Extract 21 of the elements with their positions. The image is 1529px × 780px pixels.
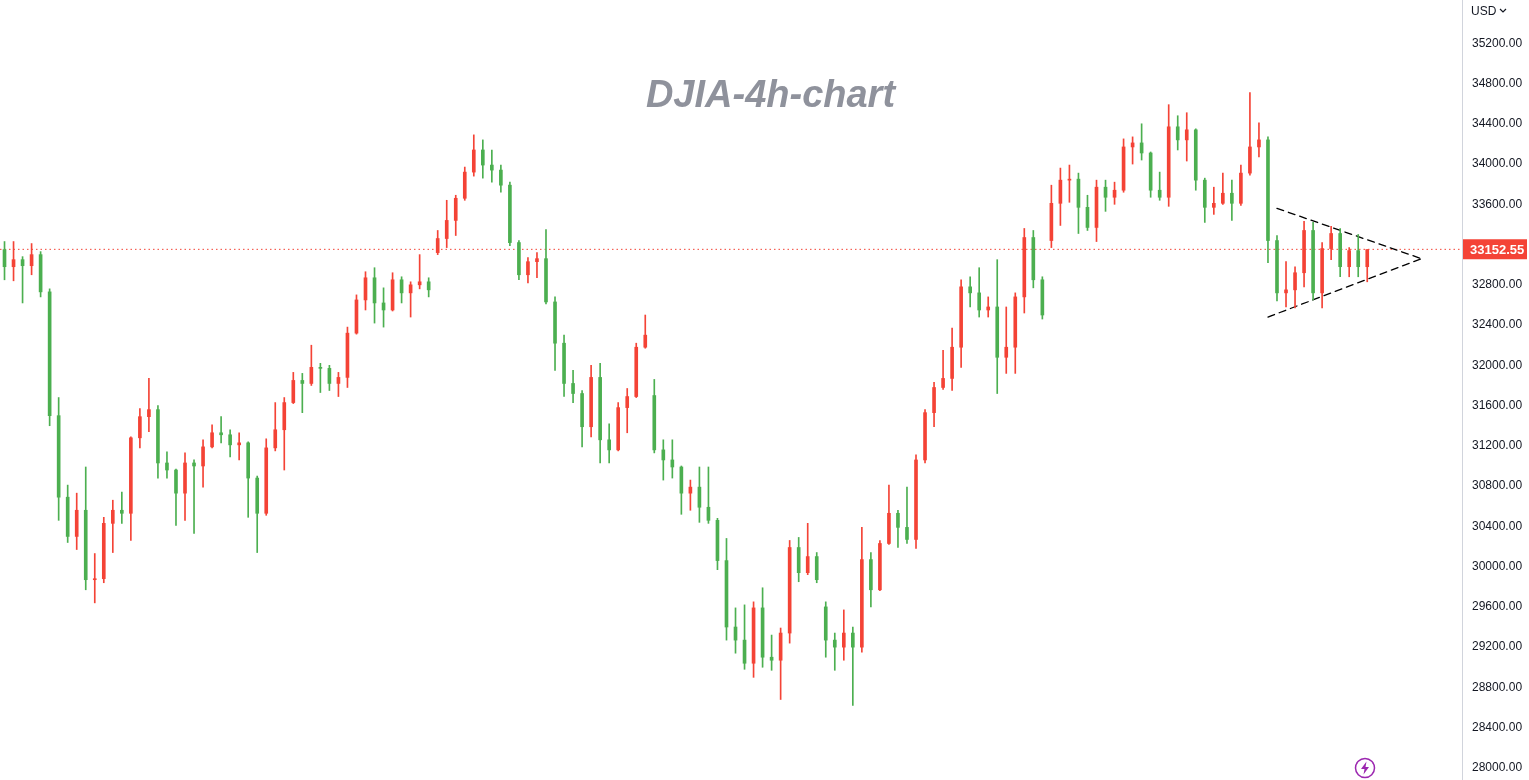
y-tick-label: 31200.00	[1472, 438, 1523, 453]
y-tick-label: 33600.00	[1472, 196, 1523, 211]
ref-line-label: 33152.55	[1470, 241, 1525, 257]
y-axis-title: USD	[1471, 3, 1497, 18]
y-tick-label: 28800.00	[1472, 679, 1523, 694]
y-tick-label: 30400.00	[1472, 518, 1523, 533]
y-tick-label: 28400.00	[1472, 719, 1523, 734]
text: DJIA-4h-chart	[645, 73, 897, 116]
y-tick-label: 30000.00	[1472, 558, 1523, 573]
y-tick-label: 32400.00	[1472, 317, 1523, 332]
y-tick-label: 34400.00	[1472, 116, 1523, 131]
y-tick-label: 32000.00	[1472, 357, 1523, 372]
y-tick-label: 34000.00	[1472, 156, 1523, 171]
y-tick-label: 34800.00	[1472, 75, 1523, 90]
y-tick-label: 30800.00	[1472, 478, 1523, 493]
y-tick-label: 31600.00	[1472, 397, 1523, 412]
y-tick-label: 29200.00	[1472, 639, 1523, 654]
y-tick-label: 28000.00	[1472, 760, 1523, 775]
y-tick-label: 32800.00	[1472, 277, 1523, 292]
y-tick-label: 29600.00	[1472, 599, 1523, 614]
y-tick-label: 35200.00	[1472, 35, 1523, 50]
